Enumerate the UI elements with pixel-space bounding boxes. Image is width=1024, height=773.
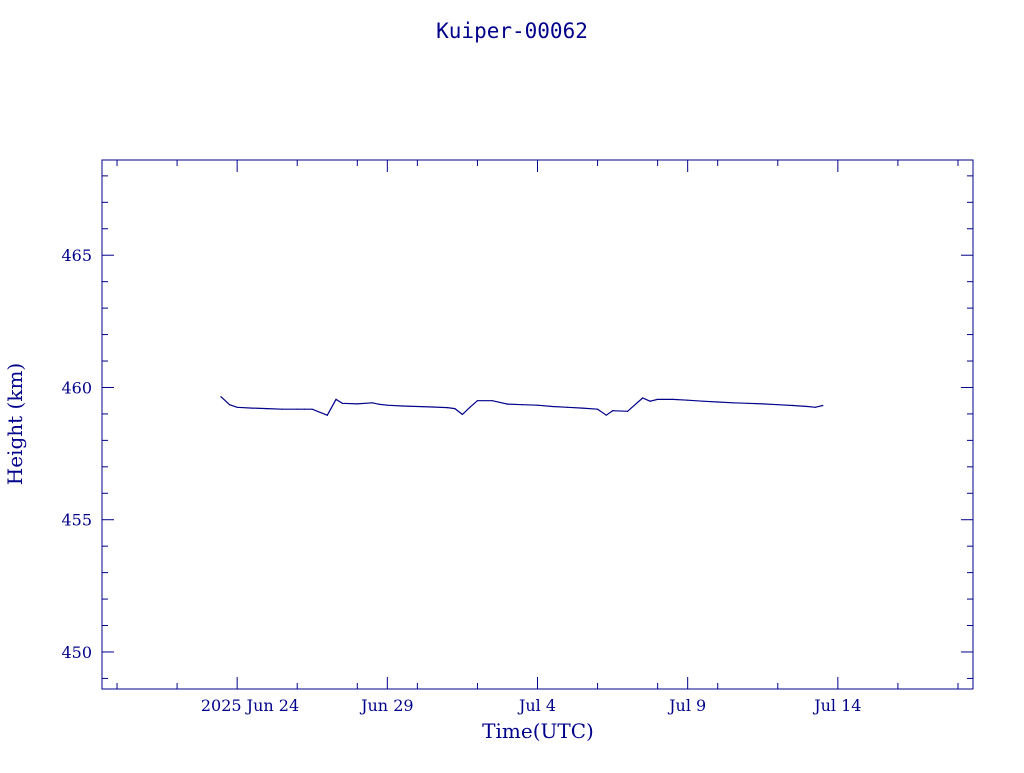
data-point (717, 401, 719, 403)
data-point (311, 408, 313, 410)
x-axis: 2025 Jun 24 Jun 29 Jul 4 Jul 9 Jul 14 (116, 160, 959, 715)
x-tick-label: 2025 Jun 24 (201, 696, 299, 715)
data-point (582, 407, 584, 409)
y-axis: 450 455 460 465 (61, 175, 973, 679)
data-point (814, 406, 816, 408)
data-point (326, 414, 328, 416)
x-tick-label: Jul 14 (812, 696, 861, 715)
data-point (304, 408, 306, 410)
data-point (672, 398, 674, 400)
data-point (657, 398, 659, 400)
data-point (536, 404, 539, 406)
data-point (792, 404, 794, 407)
data-point (506, 403, 509, 405)
x-tick-label: Jul 4 (517, 696, 556, 715)
data-point (747, 402, 749, 404)
data-point (386, 404, 388, 406)
data-point (807, 405, 809, 408)
data-point (605, 414, 607, 416)
data-point (251, 407, 253, 409)
y-axis-label: Height (km) (3, 363, 27, 485)
data-point (356, 403, 358, 405)
data-point (612, 410, 614, 412)
chart-title: Kuiper-00062 (436, 19, 588, 43)
data-point (341, 402, 343, 404)
data-point (521, 404, 524, 406)
series-layer (220, 396, 824, 416)
data-point (702, 400, 704, 402)
data-point (401, 405, 403, 407)
x-tick-label: Jul 9 (667, 696, 706, 715)
data-point (732, 402, 734, 404)
data-point (461, 413, 463, 415)
data-point (229, 404, 231, 406)
data-point (469, 406, 471, 408)
data-point (777, 404, 779, 406)
series-line (220, 396, 823, 416)
y-tick-label: 455 (61, 511, 92, 530)
data-point (416, 405, 418, 408)
data-point (379, 403, 381, 405)
data-point (642, 397, 644, 399)
data-point (236, 406, 238, 408)
data-point (266, 408, 268, 410)
x-tick-label: Jun 29 (359, 696, 413, 715)
data-point (296, 408, 298, 410)
x-axis-label: Time(UTC) (482, 719, 594, 743)
y-tick-label: 465 (61, 246, 92, 265)
data-point (454, 408, 456, 410)
data-point (431, 406, 433, 408)
data-point (822, 404, 824, 407)
data-point (551, 405, 554, 408)
data-point (762, 403, 764, 405)
data-point (446, 407, 448, 409)
data-point (220, 396, 222, 398)
data-point (476, 400, 478, 402)
data-point (281, 408, 283, 410)
data-point (687, 399, 689, 401)
y-tick-label: 450 (61, 643, 92, 662)
data-point (649, 400, 651, 402)
data-point (597, 408, 599, 410)
plot-frame (101, 159, 974, 690)
data-point (371, 402, 373, 404)
y-tick-label: 460 (61, 378, 92, 397)
data-point (335, 398, 337, 400)
data-point (627, 410, 629, 412)
data-point (491, 400, 493, 402)
data-point (566, 406, 569, 408)
